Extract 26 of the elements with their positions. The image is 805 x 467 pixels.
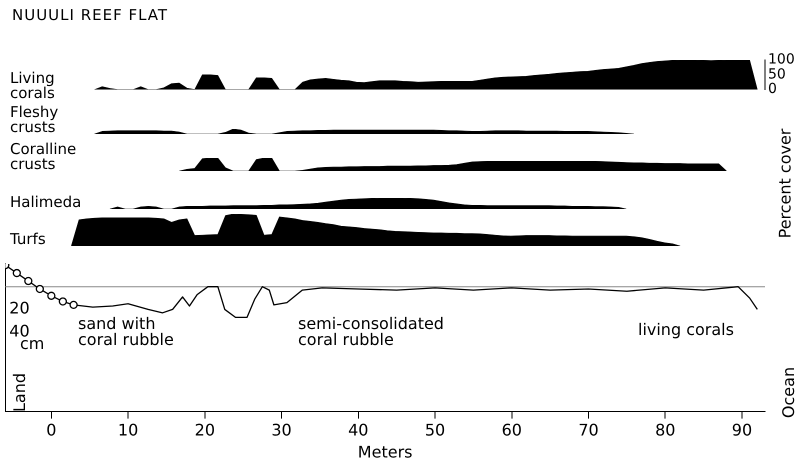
y-axis-title: Percent cover — [776, 128, 795, 238]
x-tick-label: 10 — [118, 420, 138, 440]
x-tick-label: 30 — [271, 420, 292, 440]
x-tick-label: 40 — [348, 420, 368, 440]
chart-title: NUUULI REEF FLAT — [12, 6, 168, 24]
x-tick-label: 50 — [424, 420, 446, 440]
x-tick-label: 70 — [578, 420, 599, 440]
series-label: Turfs — [10, 230, 46, 248]
x-tick-label: 60 — [502, 420, 522, 440]
x-axis-title: Meters — [358, 442, 412, 462]
x-tick-label: 90 — [732, 420, 752, 440]
text: Ocean — [780, 366, 798, 418]
x-tick-label: 80 — [655, 420, 676, 440]
text: Coralline crusts — [10, 140, 78, 173]
annotation: sand with coral rubble — [78, 314, 174, 349]
x-tick-label: 0 — [46, 420, 56, 440]
text: Fleshy crusts — [10, 103, 60, 136]
x-tick-label: 20 — [194, 420, 215, 440]
y-tick-label: 100 — [768, 52, 795, 68]
annotation: semi-consolidated coral rubble — [298, 314, 444, 349]
series-label: Halimeda — [10, 193, 82, 211]
annotation: Land — [10, 372, 29, 412]
y-tick-label: 0 — [768, 81, 777, 98]
annotation: living corals — [638, 320, 734, 339]
y-tick-label: 50 — [768, 66, 786, 82]
text: Living corals — [10, 69, 56, 102]
